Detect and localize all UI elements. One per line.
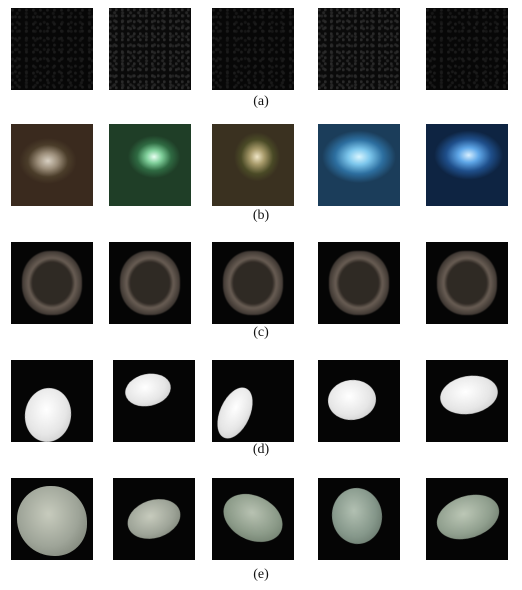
blob-shape xyxy=(21,385,75,442)
row-c-image-2 xyxy=(109,242,191,324)
ring-shape xyxy=(223,251,283,315)
blob-shape xyxy=(122,369,174,411)
row-a-image-1 xyxy=(11,8,93,90)
stone-shape xyxy=(17,486,87,556)
row-c-image-4 xyxy=(318,242,400,324)
row-a-image-3 xyxy=(212,8,294,90)
row-a-image-5 xyxy=(426,8,508,90)
row-e-image-2 xyxy=(113,478,195,560)
row-e-image-5 xyxy=(426,478,508,560)
row-b-image-2 xyxy=(109,124,191,206)
row-d-image-5 xyxy=(426,360,508,442)
row-e-image-1 xyxy=(11,478,93,560)
row-d-image-2 xyxy=(113,360,195,442)
row-d-image-3 xyxy=(212,360,294,442)
row-c-image-5 xyxy=(426,242,508,324)
stone-shape xyxy=(215,484,291,552)
stone-shape xyxy=(431,487,505,547)
row-e-label: (e) xyxy=(253,567,269,582)
blob-shape xyxy=(212,382,260,442)
ring-shape xyxy=(329,251,389,315)
row-c-label: (c) xyxy=(253,325,269,340)
row-c-image-3 xyxy=(212,242,294,324)
row-d-label: (d) xyxy=(252,442,270,457)
ring-shape xyxy=(120,251,180,315)
row-e-image-4 xyxy=(318,478,400,560)
row-b-image-4 xyxy=(318,124,400,206)
row-a-label: (a) xyxy=(253,94,269,109)
row-a-image-2 xyxy=(109,8,191,90)
ring-shape xyxy=(437,251,497,315)
row-c-image-1 xyxy=(11,242,93,324)
row-b-image-3 xyxy=(212,124,294,206)
row-d-image-4 xyxy=(318,360,400,442)
stone-shape xyxy=(122,492,186,546)
blob-shape xyxy=(437,371,501,419)
row-b-image-1 xyxy=(11,124,93,206)
row-b-image-5 xyxy=(426,124,508,206)
stone-shape xyxy=(329,485,385,547)
ring-shape xyxy=(22,251,82,315)
row-b-label: (b) xyxy=(252,208,270,223)
row-e-image-3 xyxy=(212,478,294,560)
row-d-image-1 xyxy=(11,360,93,442)
blob-shape xyxy=(326,377,378,423)
row-a-image-4 xyxy=(318,8,400,90)
